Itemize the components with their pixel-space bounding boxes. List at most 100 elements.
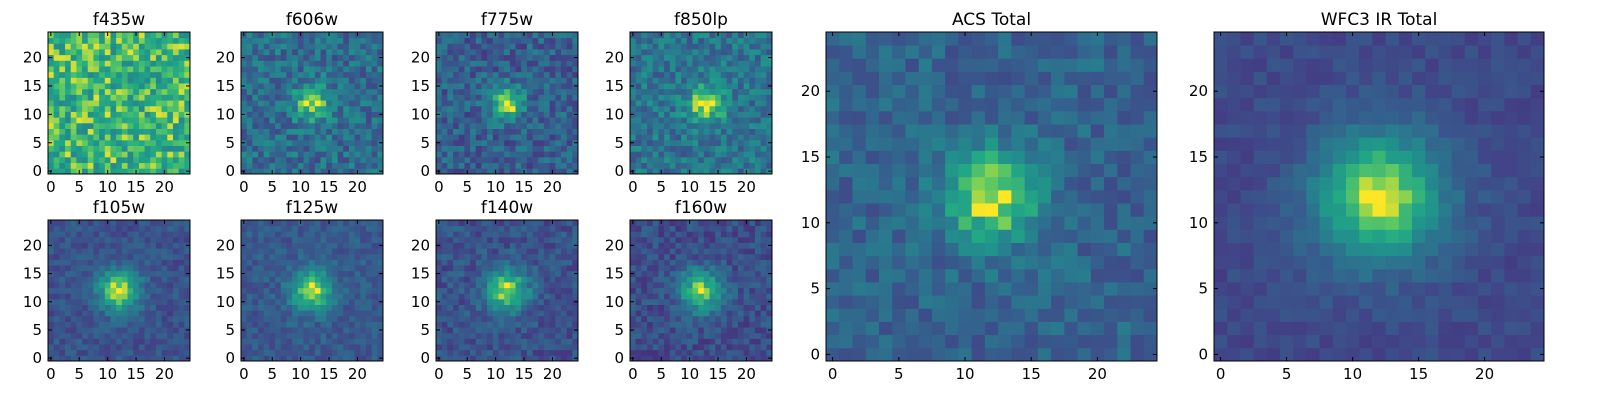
heatmap-cell [826, 84, 840, 99]
heatmap-cell [839, 203, 853, 217]
heatmap-cell [1011, 203, 1025, 217]
heatmap-cell [766, 77, 773, 84]
heatmap-cell [184, 332, 191, 339]
heatmap-cell [1517, 229, 1532, 243]
heatmap-cell [686, 111, 693, 118]
heatmap-cell [560, 139, 568, 146]
heatmap-cell [303, 310, 310, 317]
heatmap-cell [720, 71, 727, 78]
heatmap-cell [161, 156, 168, 164]
heatmap-cell [931, 32, 946, 46]
heatmap-cell [1530, 308, 1545, 322]
heatmap-cell [292, 105, 299, 112]
heatmap-cell [984, 255, 999, 270]
heatmap-cell [371, 105, 378, 112]
heatmap-cell [246, 156, 253, 164]
panel-title: f606w [286, 10, 338, 30]
heatmap-cell [641, 77, 648, 84]
heatmap-cell [360, 54, 367, 61]
heatmap-cell [48, 338, 55, 345]
heatmap-cell [715, 105, 722, 112]
heatmap-cell [76, 94, 83, 101]
heatmap-cell [630, 94, 637, 101]
heatmap-cell [1024, 163, 1039, 178]
heatmap-cell [1024, 321, 1039, 336]
heatmap-cell [53, 37, 60, 44]
heatmap-cell [918, 163, 933, 178]
heatmap-cell [509, 32, 516, 39]
heatmap-cell [498, 49, 505, 56]
heatmap-cell [275, 162, 282, 169]
heatmap-cell [99, 83, 106, 90]
heatmap-cell [675, 37, 682, 44]
heatmap-cell [252, 355, 259, 362]
heatmap-cell [464, 94, 471, 101]
heatmap-cell [1438, 242, 1452, 257]
heatmap-cell [664, 77, 671, 84]
heatmap-cell [698, 77, 705, 84]
heatmap-cell [737, 94, 744, 101]
heatmap-cell [492, 105, 499, 112]
heatmap-cell [116, 134, 123, 141]
heatmap-cell [839, 347, 853, 362]
heatmap-cell [743, 134, 750, 141]
heatmap-cell [337, 94, 344, 101]
heatmap-cell [371, 151, 378, 158]
heatmap-cell [116, 122, 123, 129]
heatmap-cell [509, 128, 516, 135]
heatmap-cell [365, 156, 373, 164]
heatmap-cell [1332, 347, 1347, 362]
heatmap-cell [343, 83, 350, 90]
heatmap-cell [138, 66, 145, 73]
heatmap-cell [252, 304, 259, 311]
heatmap-cell [470, 49, 477, 56]
heatmap-cell [53, 151, 60, 158]
heatmap-cell [732, 37, 739, 44]
heatmap-cell [504, 145, 511, 152]
heatmap-cell [754, 94, 762, 101]
heatmap-cell [258, 49, 265, 56]
heatmap-cell [664, 66, 671, 73]
heatmap-cell [155, 259, 162, 266]
heatmap-cell [309, 139, 316, 146]
heatmap-cell [303, 105, 310, 112]
heatmap-cell [826, 58, 840, 72]
heatmap-cell [709, 162, 716, 169]
heatmap-cell [150, 83, 157, 90]
heatmap-cell [686, 151, 693, 158]
heatmap-cell [337, 332, 344, 339]
heatmap-cell [1143, 347, 1158, 362]
heatmap-cell [48, 100, 55, 107]
heatmap-cell [70, 156, 77, 164]
heatmap-cell [1104, 124, 1118, 138]
heatmap-cell [487, 111, 494, 118]
heatmap-cell [521, 94, 528, 101]
heatmap-cell [275, 77, 282, 84]
heatmap-cell [1504, 242, 1518, 257]
heatmap-cell [252, 111, 259, 118]
heatmap-cell [331, 338, 338, 345]
heatmap-cell [110, 60, 117, 67]
heatmap-cell [121, 122, 128, 129]
heatmap-cell [464, 71, 471, 78]
heatmap-cell [475, 43, 482, 50]
heatmap-cell [110, 32, 117, 39]
heatmap-cell [1253, 110, 1268, 125]
heatmap-cell [93, 100, 100, 107]
heatmap-cell [498, 117, 505, 124]
heatmap-cell [754, 49, 762, 56]
heatmap-cell [749, 83, 756, 90]
heatmap-cell [754, 168, 762, 175]
heatmap-cell [630, 49, 637, 56]
heatmap-cell [658, 145, 665, 152]
heatmap-cell [104, 134, 111, 141]
heatmap-cell [76, 236, 83, 243]
heatmap-cell [515, 77, 522, 84]
heatmap-cell [532, 134, 539, 141]
heatmap-cell [892, 203, 906, 217]
heatmap-cell [354, 100, 361, 107]
heatmap-cell [1227, 124, 1241, 138]
heatmap-cell [87, 156, 94, 164]
y-tick-label: 20 [216, 49, 235, 67]
heatmap-cell [560, 54, 568, 61]
